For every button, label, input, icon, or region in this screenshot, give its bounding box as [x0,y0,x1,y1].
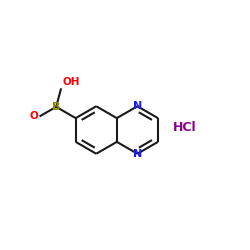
Text: N: N [133,149,142,159]
Text: O: O [30,112,38,122]
Text: B: B [52,102,60,112]
Text: HCl: HCl [173,121,197,134]
Text: OH: OH [62,77,80,87]
Text: N: N [133,101,142,111]
